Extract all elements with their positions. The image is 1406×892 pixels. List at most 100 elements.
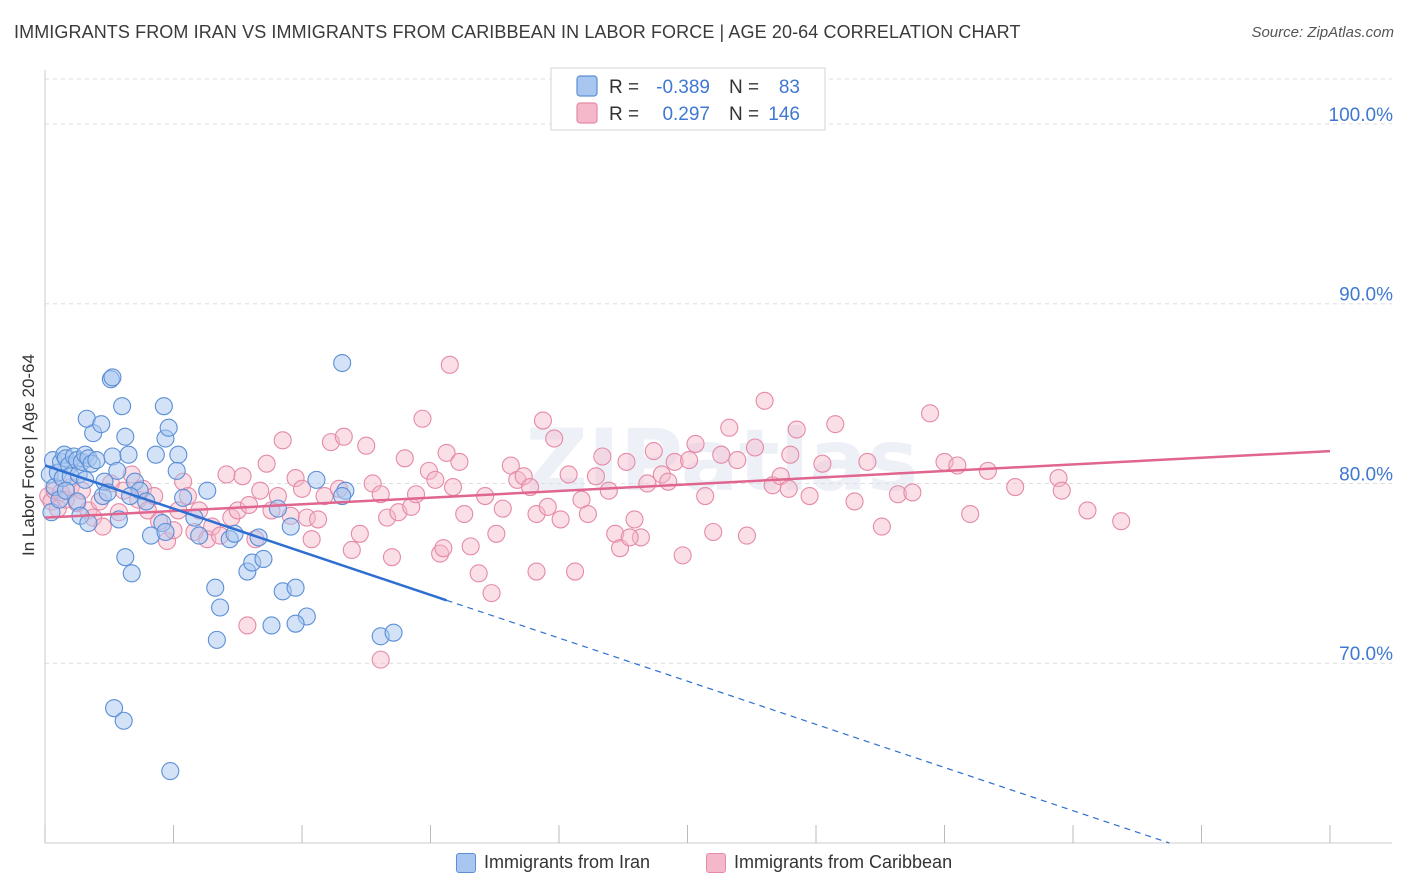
- caribbean-point: [551, 510, 570, 529]
- caribbean-point: [461, 537, 480, 556]
- iran-point: [113, 397, 132, 416]
- caribbean-point: [239, 495, 259, 515]
- legend-item-iran[interactable]: Immigrants from Iran: [456, 852, 650, 873]
- stats-legend-caribbean-swatch: [576, 102, 598, 124]
- legend-item-caribbean[interactable]: Immigrants from Caribbean: [706, 852, 952, 873]
- caribbean-point: [858, 452, 877, 471]
- stats-legend-iran-r-label: R =: [609, 77, 639, 98]
- iran-point: [384, 623, 403, 642]
- caribbean-point: [342, 540, 361, 560]
- caribbean-point: [593, 447, 612, 466]
- stats-legend-iran-n-value: 83: [779, 77, 800, 98]
- caribbean-point: [1006, 478, 1025, 497]
- caribbean-point: [487, 524, 506, 543]
- iran-point: [190, 526, 209, 545]
- caribbean-point: [437, 443, 456, 462]
- x-axis-ticks: [44, 825, 1331, 843]
- caribbean-point: [482, 584, 501, 603]
- caribbean-point: [728, 451, 747, 470]
- iran-point: [268, 499, 287, 518]
- caribbean-point: [599, 481, 618, 500]
- caribbean-point: [292, 479, 312, 498]
- caribbean-point: [382, 548, 402, 567]
- iran-point: [122, 564, 141, 583]
- chart-title: IMMIGRANTS FROM IRAN VS IMMIGRANTS FROM …: [14, 22, 1021, 42]
- caribbean-point: [315, 486, 334, 506]
- caribbean-point: [665, 452, 684, 471]
- caribbean-point: [297, 508, 316, 527]
- caribbean-point: [920, 404, 940, 423]
- y-axis-label: In Labor Force | Age 20-64: [19, 354, 38, 556]
- iran-point: [169, 445, 188, 464]
- caribbean-point: [257, 454, 276, 473]
- caribbean-point: [431, 544, 450, 563]
- iran-point: [56, 481, 75, 500]
- caribbean-point: [559, 465, 578, 484]
- y-tick-label: 90.0%: [1339, 285, 1393, 306]
- caribbean-point: [712, 445, 731, 464]
- caribbean-point: [419, 461, 438, 480]
- caribbean-point: [566, 562, 585, 581]
- iran-point: [307, 470, 326, 489]
- caribbean-point: [787, 420, 806, 439]
- caribbean-point: [755, 391, 774, 410]
- caribbean-point: [1078, 501, 1097, 520]
- stats-legend-caribbean-r-label: R =: [609, 104, 639, 125]
- caribbean-point: [426, 470, 445, 489]
- iran-point: [116, 427, 135, 446]
- iran-point: [108, 461, 127, 480]
- stats-legend-caribbean-r-value: 0.297: [662, 104, 710, 125]
- caribbean-point: [251, 481, 270, 500]
- iran-point: [87, 451, 106, 470]
- caribbean-point: [652, 465, 671, 484]
- watermark: ZIPatlas: [526, 411, 919, 511]
- iran-trend-extension: [446, 599, 1170, 844]
- caribbean-point: [813, 454, 832, 473]
- caribbean-point: [620, 528, 639, 547]
- caribbean-point: [888, 485, 907, 504]
- stats-legend-iran-n-label: N =: [729, 77, 759, 98]
- caribbean-point: [745, 438, 765, 457]
- caribbean-point: [434, 539, 453, 558]
- caribbean-point: [704, 522, 723, 542]
- caribbean-point: [514, 467, 533, 486]
- caribbean-point: [1112, 512, 1131, 531]
- y-axis-tick-labels: 70.0% 80.0% 90.0% 100.0%: [1329, 105, 1394, 665]
- caribbean-point: [413, 409, 432, 428]
- iran-point: [333, 353, 352, 373]
- iran-point: [156, 522, 175, 542]
- caribbean-point: [450, 452, 469, 471]
- caribbean-point: [644, 442, 663, 461]
- stats-legend-iran-swatch: [576, 75, 598, 97]
- caribbean-point: [737, 526, 756, 545]
- scatter-chart: ZIPatlas 70.0%80.0%90.0%100.0% 0.0%80.0%…: [19, 67, 1394, 844]
- iran-point: [159, 418, 178, 437]
- caribbean-trend-line: [44, 449, 1331, 519]
- legend-swatch-caribbean: [706, 852, 726, 873]
- caribbean-point: [800, 486, 819, 506]
- caribbean-point: [617, 452, 636, 471]
- caribbean-point: [872, 517, 891, 536]
- caribbean-point: [779, 479, 798, 498]
- caribbean-point: [527, 562, 546, 581]
- caribbean-point: [406, 485, 426, 504]
- iran-point: [103, 368, 122, 387]
- iran-point: [174, 488, 193, 507]
- iran-point: [254, 549, 273, 569]
- series-caribbean: [39, 355, 1131, 669]
- caribbean-point: [961, 504, 980, 524]
- legend-label-iran: Immigrants from Iran: [484, 852, 651, 872]
- caribbean-point: [527, 504, 546, 524]
- caribbean-point: [578, 504, 597, 524]
- iran-trend-line: [44, 464, 447, 602]
- caribbean-point: [686, 434, 705, 453]
- iran-point: [146, 445, 165, 464]
- caribbean-point: [673, 546, 692, 565]
- caribbean-point: [334, 427, 353, 446]
- caribbean-point: [720, 418, 739, 437]
- y-tick-label: 70.0%: [1339, 644, 1393, 665]
- caribbean-point: [680, 451, 699, 470]
- iran-point: [154, 397, 173, 416]
- iran-point: [211, 598, 230, 617]
- caribbean-point: [286, 469, 305, 488]
